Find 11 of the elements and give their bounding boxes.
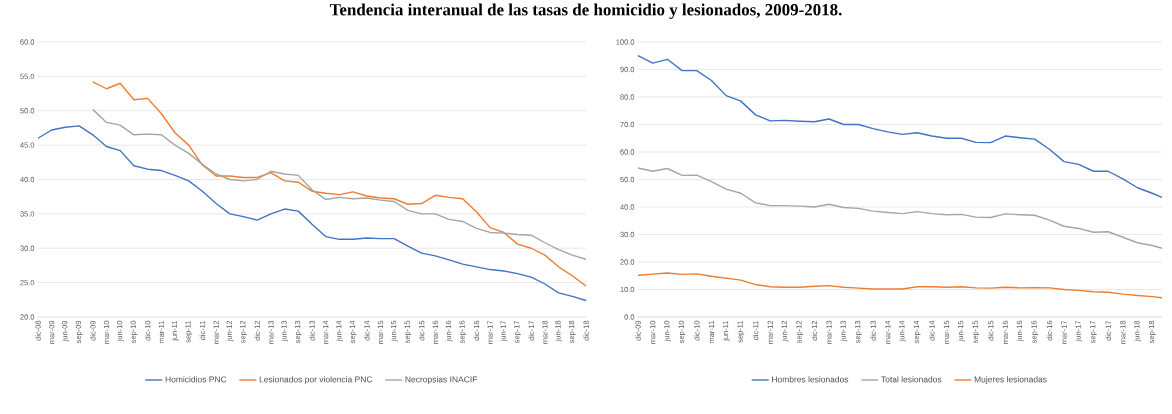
legend-label: Homicidios PNC bbox=[165, 376, 227, 383]
line-series bbox=[92, 81, 587, 287]
line-series bbox=[637, 55, 1163, 199]
legend-label: Hombres lesionados bbox=[772, 376, 849, 383]
legend-label: Total lesionados bbox=[881, 376, 942, 383]
legend-label: Mujeres lesionadas bbox=[974, 376, 1047, 385]
chart-title: Tendencia interanual de las tasas de homicidio y lesionados, 2009-2018. bbox=[329, 3, 842, 19]
legend-label: Lesionados por violencia PNC bbox=[259, 376, 373, 385]
legend-label: Necropsias INACIF bbox=[405, 376, 478, 385]
line-series bbox=[637, 167, 1163, 249]
line-series bbox=[92, 108, 587, 260]
